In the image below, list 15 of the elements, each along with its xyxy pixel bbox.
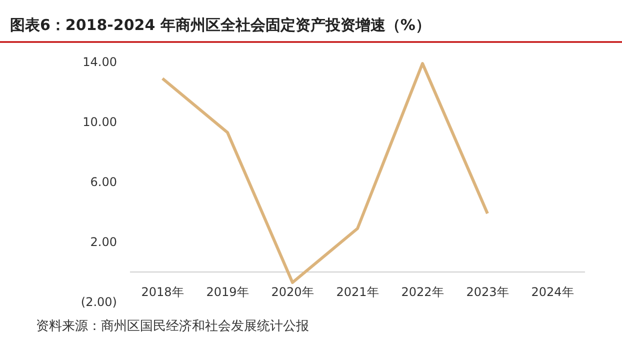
x-tick-label: 2024年 <box>531 285 574 299</box>
y-tick-label: 2.00 <box>90 235 117 249</box>
chart-title: 图表6：2018-2024 年商州区全社会固定资产投资增速（%） <box>10 16 430 34</box>
line-series <box>161 62 489 284</box>
x-tick-label: 2019年 <box>206 285 249 299</box>
x-tick-label: 2021年 <box>336 285 379 299</box>
x-tick-label: 2020年 <box>271 285 314 299</box>
x-tick-label: 2022年 <box>401 285 444 299</box>
text: 资料来源：商州区国民经济和社会发展统计公报 <box>36 319 309 334</box>
x-tick-label: 2018年 <box>141 285 184 299</box>
x-tick-label: 2023年 <box>466 285 509 299</box>
y-tick-label: 10.00 <box>82 115 117 129</box>
y-tick-label: 14.00 <box>82 55 117 69</box>
y-tick-label: 6.00 <box>90 175 117 189</box>
y-tick-label: (2.00) <box>80 295 117 309</box>
